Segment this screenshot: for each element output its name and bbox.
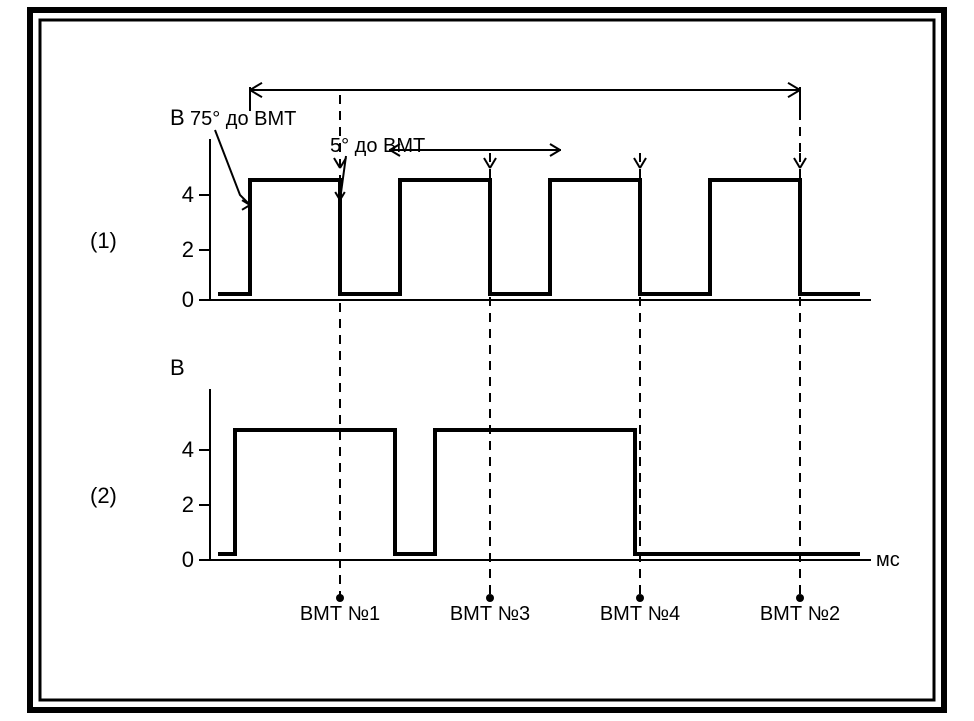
svg-text:В: В bbox=[170, 105, 185, 130]
svg-text:0: 0 bbox=[182, 287, 194, 312]
svg-text:мс: мс bbox=[876, 549, 900, 571]
svg-text:2: 2 bbox=[182, 492, 194, 517]
page: 0 2 4 В (1) 0 2 4 В (2) 75° до ВМТ 5° до ВМТ ВМТ №1 В… bbox=[0, 0, 974, 721]
svg-text:ВМТ №3: ВМТ №3 bbox=[450, 603, 530, 625]
timing-diagram: 0 2 4 В (1) 0 2 4 В (2) 75° до ВМТ 5° до ВМТ ВМТ №1 В… bbox=[0, 0, 974, 721]
svg-text:0: 0 bbox=[182, 547, 194, 572]
svg-text:5° до ВМТ: 5° до ВМТ bbox=[330, 135, 425, 157]
svg-text:(2): (2) bbox=[90, 483, 117, 508]
svg-text:2: 2 bbox=[182, 237, 194, 262]
svg-text:4: 4 bbox=[182, 437, 194, 462]
svg-text:ВМТ №4: ВМТ №4 bbox=[600, 603, 680, 625]
svg-text:В: В bbox=[170, 355, 185, 380]
svg-text:(1): (1) bbox=[90, 228, 117, 253]
svg-text:75° до ВМТ: 75° до ВМТ bbox=[190, 108, 296, 130]
svg-text:ВМТ №1: ВМТ №1 bbox=[300, 603, 380, 625]
svg-text:ВМТ №2: ВМТ №2 bbox=[760, 603, 840, 625]
svg-text:4: 4 bbox=[182, 182, 194, 207]
